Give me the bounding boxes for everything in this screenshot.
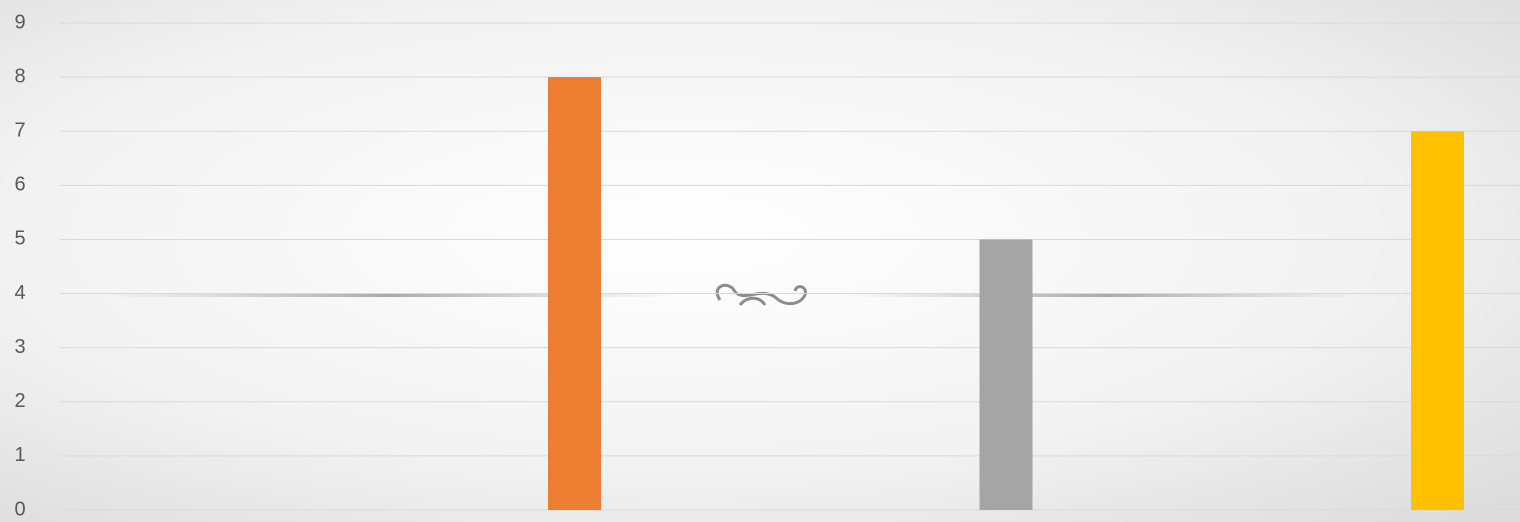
y-tick-label: 6	[14, 174, 25, 196]
chart: 0 1 2 3 4 5 6 7 8 9	[0, 0, 1520, 522]
background	[0, 0, 1520, 522]
y-tick-label: 9	[14, 11, 25, 33]
bar	[1411, 131, 1464, 510]
y-tick-label: 4	[14, 282, 25, 304]
y-tick-label: 1	[14, 444, 25, 466]
bar	[548, 77, 601, 510]
y-tick-label: 2	[14, 390, 25, 412]
y-tick-label: 5	[14, 228, 25, 250]
y-tick-label: 7	[14, 120, 25, 142]
bar	[980, 239, 1033, 510]
y-tick-label: 3	[14, 336, 25, 358]
y-tick-label: 0	[14, 498, 25, 520]
y-tick-label: 8	[14, 65, 25, 87]
